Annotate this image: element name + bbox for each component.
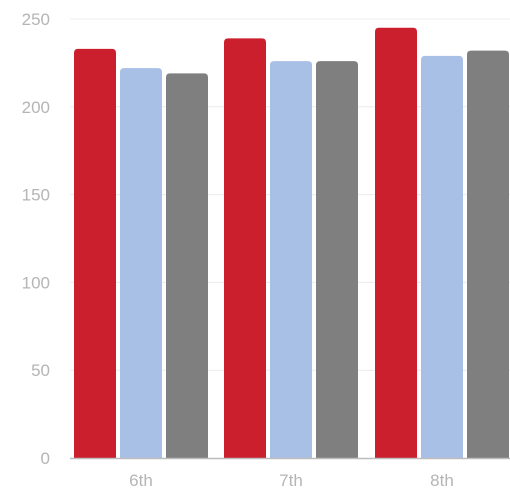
bar-7th-series-1 bbox=[224, 38, 266, 458]
y-tick-label-150: 150 bbox=[22, 186, 50, 205]
y-tick-label-0: 0 bbox=[41, 449, 50, 468]
y-tick-label-200: 200 bbox=[22, 98, 50, 117]
x-category-label-8th: 8th bbox=[430, 471, 454, 490]
bar-6th-series-3 bbox=[166, 73, 208, 458]
x-category-label-6th: 6th bbox=[129, 471, 153, 490]
bar-6th-series-2 bbox=[120, 68, 162, 458]
bar-7th-series-2 bbox=[270, 61, 312, 458]
bar-8th-series-1 bbox=[375, 27, 417, 459]
y-tick-label-100: 100 bbox=[22, 273, 50, 292]
bar-8th-series-3 bbox=[467, 50, 509, 458]
bars bbox=[74, 27, 509, 459]
bar-7th-series-3 bbox=[316, 61, 358, 458]
x-axis-category-labels: 6th 7th 8th bbox=[129, 471, 454, 490]
y-tick-label-50: 50 bbox=[31, 361, 50, 380]
y-axis-tick-labels: 0 50 100 150 200 250 bbox=[22, 10, 50, 468]
y-tick-label-250: 250 bbox=[22, 10, 50, 29]
x-category-label-7th: 7th bbox=[279, 471, 303, 490]
bar-8th-series-2 bbox=[421, 55, 463, 458]
bar-6th-series-1 bbox=[74, 48, 116, 459]
